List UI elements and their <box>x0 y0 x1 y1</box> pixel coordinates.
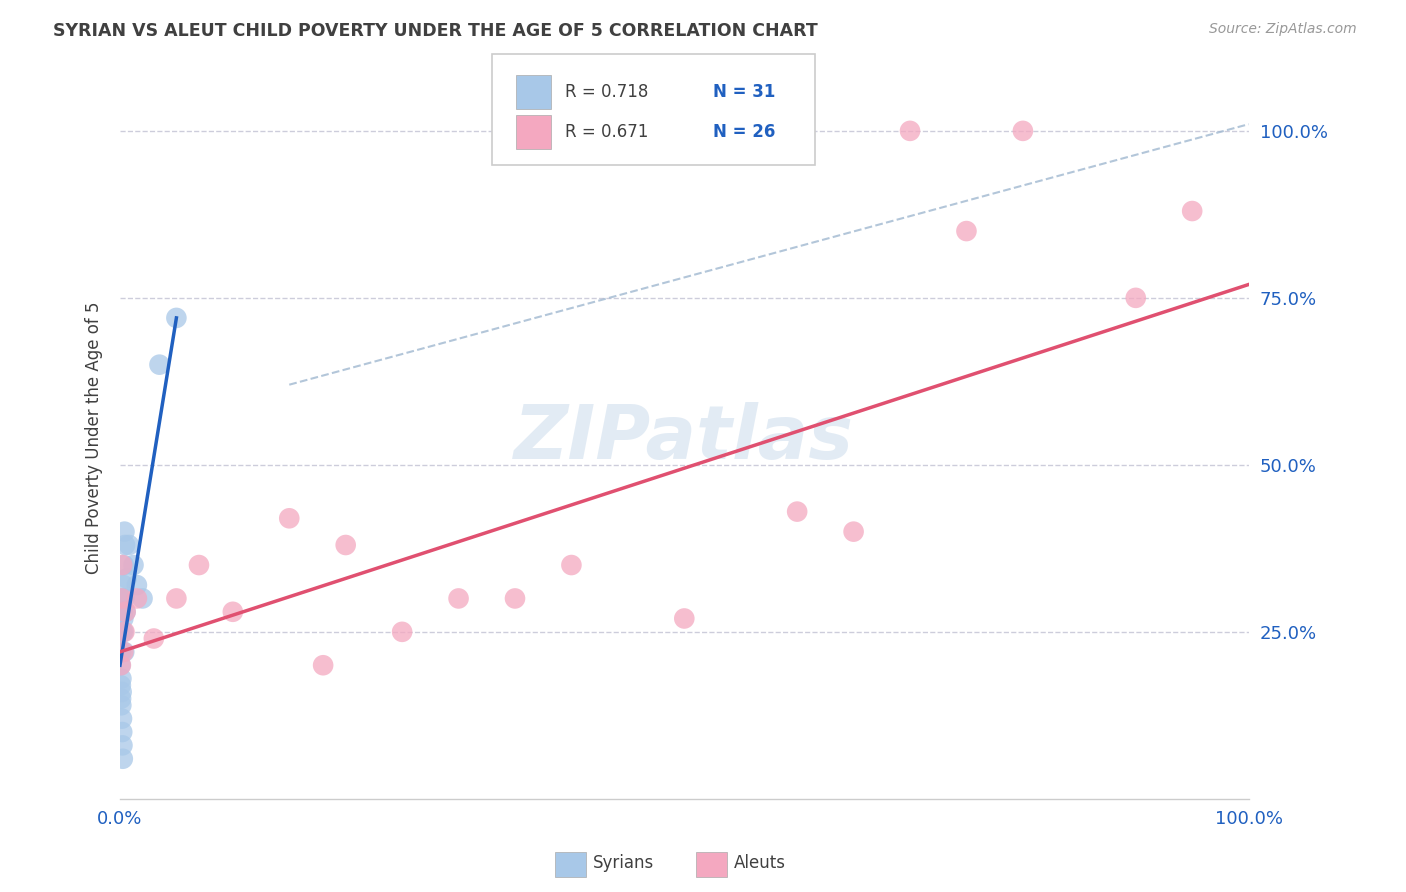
Text: SYRIAN VS ALEUT CHILD POVERTY UNDER THE AGE OF 5 CORRELATION CHART: SYRIAN VS ALEUT CHILD POVERTY UNDER THE … <box>53 22 818 40</box>
Point <box>125 578 148 592</box>
Point <box>1181 204 1204 219</box>
Point <box>165 591 187 606</box>
Point <box>1125 291 1147 305</box>
Text: Syrians: Syrians <box>593 855 655 872</box>
Point <box>110 672 132 686</box>
Point <box>110 658 132 673</box>
Point <box>112 645 135 659</box>
Point <box>148 358 170 372</box>
Point <box>842 524 865 539</box>
Point <box>955 224 977 238</box>
Point <box>111 752 134 766</box>
Point <box>312 658 335 673</box>
Point <box>114 605 136 619</box>
Text: R = 0.718: R = 0.718 <box>565 83 648 101</box>
Point <box>673 611 696 625</box>
Text: Source: ZipAtlas.com: Source: ZipAtlas.com <box>1209 22 1357 37</box>
Text: N = 26: N = 26 <box>713 123 775 141</box>
Point <box>335 538 357 552</box>
Point <box>111 605 134 619</box>
Point <box>110 658 132 673</box>
Point <box>114 624 136 639</box>
Text: R = 0.671: R = 0.671 <box>565 123 648 141</box>
Point <box>112 591 135 606</box>
Point <box>188 558 211 572</box>
Point <box>278 511 301 525</box>
Y-axis label: Child Poverty Under the Age of 5: Child Poverty Under the Age of 5 <box>86 301 103 574</box>
Text: N = 31: N = 31 <box>713 83 775 101</box>
Point <box>165 310 187 325</box>
Point <box>110 691 132 706</box>
Point <box>110 698 132 713</box>
Point <box>1012 124 1035 138</box>
Point <box>503 591 526 606</box>
Point <box>112 611 135 625</box>
Point <box>114 605 136 619</box>
Point <box>131 591 153 606</box>
Point <box>898 124 921 138</box>
Point <box>111 725 134 739</box>
Point <box>114 538 136 552</box>
Point <box>112 578 135 592</box>
Point <box>114 591 136 606</box>
Point <box>391 624 413 639</box>
Text: ZIPatlas: ZIPatlas <box>515 401 855 475</box>
Point <box>125 591 148 606</box>
Point <box>111 591 134 606</box>
Point <box>115 571 138 585</box>
Text: Aleuts: Aleuts <box>734 855 786 872</box>
Point <box>112 558 135 572</box>
Point <box>122 558 145 572</box>
Point <box>118 538 141 552</box>
Point <box>110 678 132 692</box>
Point <box>142 632 165 646</box>
Point <box>111 685 134 699</box>
Point <box>447 591 470 606</box>
Point <box>786 505 808 519</box>
Point <box>111 739 134 753</box>
Point <box>112 624 135 639</box>
Point <box>111 558 134 572</box>
Point <box>110 645 132 659</box>
Point <box>111 712 134 726</box>
Point <box>111 624 134 639</box>
Point <box>112 591 135 606</box>
Point <box>112 645 135 659</box>
Point <box>114 524 136 539</box>
Point <box>560 558 582 572</box>
Point <box>222 605 245 619</box>
